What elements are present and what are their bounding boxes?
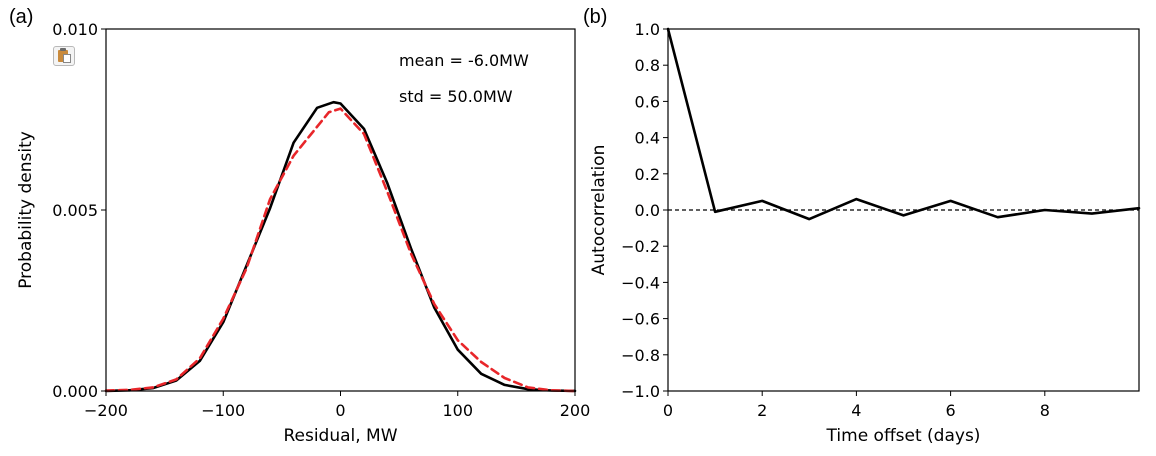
x-tick-label: −100 — [201, 401, 245, 420]
x-axis-label: Residual, MW — [283, 426, 397, 446]
x-tick-label: 0 — [335, 401, 345, 420]
std-annotation: std = 50.0MW — [399, 87, 513, 106]
x-tick-label: −200 — [84, 401, 128, 420]
fitted-normal-line — [104, 100, 577, 393]
x-tick-label: 4 — [851, 401, 861, 420]
y-axis-label: Autocorrelation — [589, 145, 609, 276]
x-tick-label: 200 — [560, 401, 591, 420]
y-tick-label: −1.0 — [621, 382, 660, 401]
x-tick-label: 2 — [757, 401, 767, 420]
clipboard-sheet-shape — [63, 54, 71, 63]
y-tick-label: −0.6 — [621, 310, 660, 329]
y-tick-label: 0.010 — [52, 20, 98, 39]
y-tick-label: 0.8 — [635, 56, 660, 75]
y-axis-label: Probability density — [16, 131, 36, 289]
x-tick-label: 6 — [946, 401, 956, 420]
clipboard-clip-shape — [60, 48, 66, 51]
y-tick-label: −0.8 — [621, 346, 660, 365]
panel-label-a: (a) — [9, 6, 34, 28]
y-tick-label: −0.4 — [621, 273, 660, 292]
y-tick-label: 0.000 — [52, 382, 98, 401]
y-tick-label: 0.005 — [52, 201, 98, 220]
x-tick-label: 8 — [1040, 401, 1050, 420]
y-tick-label: 0.0 — [635, 201, 660, 220]
empirical-density-line — [104, 107, 577, 393]
y-tick-label: 0.6 — [635, 92, 660, 111]
autocorrelation-line — [666, 27, 1141, 221]
y-tick-label: 1.0 — [635, 20, 660, 39]
y-tick-label: 0.4 — [635, 129, 660, 148]
x-tick-label: 0 — [663, 401, 673, 420]
y-tick-label: 0.2 — [635, 165, 660, 184]
clipboard-paste-icon[interactable] — [53, 46, 75, 66]
panel-label-b: (b) — [583, 6, 608, 28]
y-tick-label: −0.2 — [621, 237, 660, 256]
mean-annotation: mean = -6.0MW — [399, 51, 529, 70]
x-tick-label: 100 — [442, 401, 473, 420]
x-axis-label: Time offset (days) — [826, 426, 981, 446]
plot-frame-a — [105, 28, 576, 392]
